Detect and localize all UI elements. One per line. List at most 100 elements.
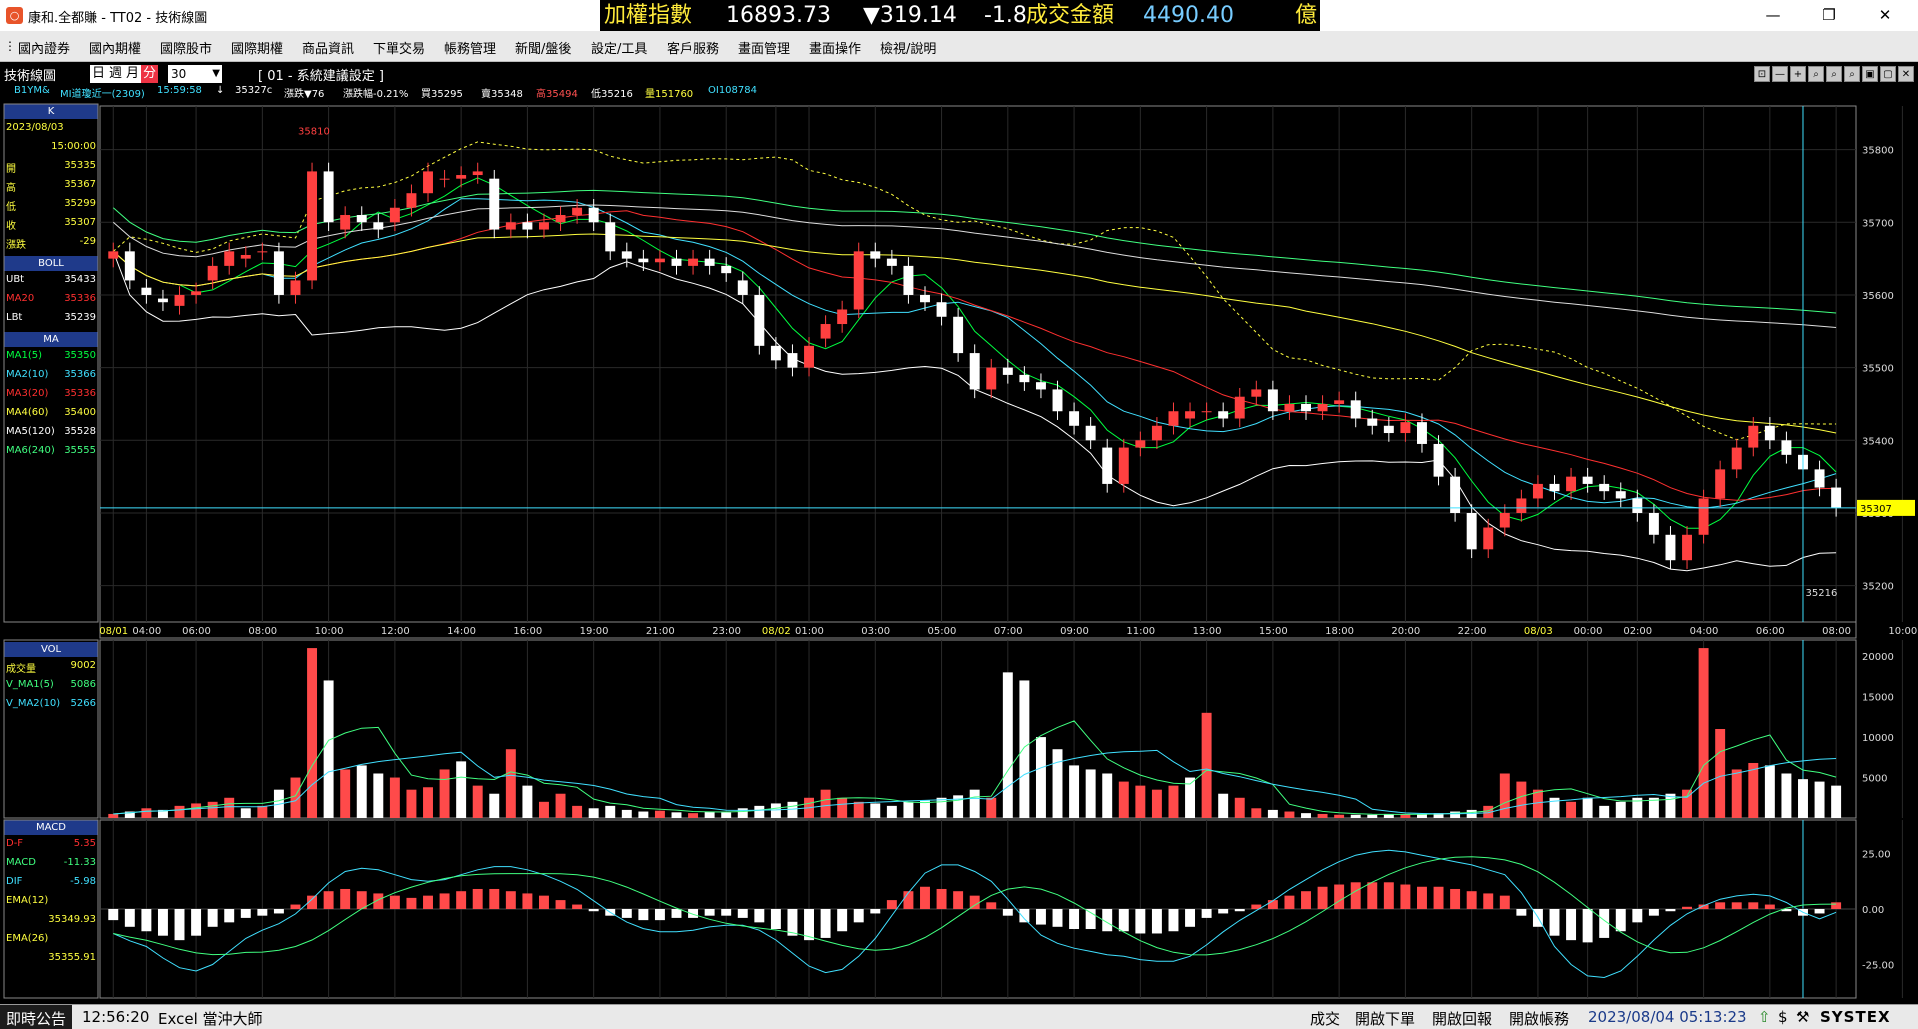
candle-body [1052, 389, 1063, 412]
time-tick-label: 04:00 [1690, 626, 1719, 637]
price-tick-label: 35400 [1862, 436, 1894, 447]
menu-view-help[interactable]: 檢視/說明 [880, 42, 937, 57]
quote-arrow: ↓ [216, 85, 225, 96]
volume-bar [1135, 785, 1146, 818]
vol-tick-label: 20000 [1862, 652, 1894, 663]
volume-bar [1284, 811, 1295, 818]
menu-domestic-futures[interactable]: 國內期權 [89, 42, 142, 57]
macd-bar [174, 909, 185, 941]
volume-bar [191, 803, 202, 818]
volume-bar [903, 801, 914, 818]
macd-row: EMA(12) [4, 893, 98, 910]
save-icon[interactable]: ▣ [1862, 66, 1878, 82]
vol-row: 成交量 9002 [4, 658, 98, 675]
close-button[interactable]: ✕ [1878, 6, 1892, 24]
minimize-button[interactable]: — [1765, 6, 1781, 24]
chart-tool-icons: ⊡ — + ⌕ ⌕ ⌕ ▣ ▢ ✕ [1754, 66, 1914, 82]
menu-domestic-securities[interactable]: 國內證券 [18, 42, 71, 57]
time-axis-frame [99, 621, 1857, 639]
candle-body [1433, 443, 1444, 477]
menu-settings[interactable]: 設定/工具 [591, 42, 648, 57]
menu-account-mgmt[interactable]: 帳務管理 [444, 42, 497, 57]
volume-bar [671, 812, 682, 818]
vol-panel-header: VOL [4, 642, 98, 657]
volume-bar [1715, 729, 1726, 818]
menu-product-info[interactable]: 商品資訊 [302, 42, 355, 57]
candle-body [1301, 403, 1311, 412]
candle-body [1185, 411, 1196, 419]
candle-body [1549, 483, 1560, 492]
turnover-label: 成交金額 [1026, 0, 1115, 31]
menu-intl-futures[interactable]: 國際期權 [231, 42, 284, 57]
macd-bar [307, 895, 318, 909]
window-icon[interactable]: ▢ [1880, 66, 1896, 82]
search-prev-icon[interactable]: ⌕ [1826, 66, 1842, 82]
ma120-line [112, 204, 1837, 328]
candle-body [804, 345, 814, 368]
menu-screen-mgmt[interactable]: 畫面管理 [738, 42, 791, 57]
macd-panel-header: MACD [4, 820, 98, 835]
menu-intl-stocks[interactable]: 國際股市 [160, 42, 213, 57]
period-minute[interactable]: 分 [141, 65, 159, 83]
open-account-button[interactable]: 開啟帳務 [1509, 1010, 1570, 1028]
time-tick-label: 23:00 [712, 626, 741, 637]
period-day[interactable]: 日 [92, 66, 106, 81]
news-text[interactable]: Excel 當沖大師 [158, 1010, 263, 1028]
quote-line: B1YM& MI道瓊近一(2309) 15:59:58 ↓ 35327c 漲跌▼… [0, 84, 1918, 100]
macd-bar [1052, 909, 1063, 927]
period-week[interactable]: 週 [109, 66, 123, 81]
time-tick-label: 02:00 [1623, 626, 1652, 637]
candle-body [969, 353, 980, 390]
open-order-button[interactable]: 開啟下單 [1355, 1010, 1416, 1028]
zoom-in-icon[interactable]: + [1790, 66, 1806, 82]
search-next-icon[interactable]: ⌕ [1844, 66, 1860, 82]
time-tick-label: 04:00 [132, 626, 161, 637]
trade-button[interactable]: 成交 [1310, 1010, 1341, 1028]
layout-icon[interactable]: ⊡ [1754, 66, 1770, 82]
quote-contract: MI道瓊近一(2309) [60, 89, 145, 100]
time-tick-label: 00:00 [1574, 626, 1603, 637]
macd-bar [787, 909, 798, 936]
vol-ma5-line [113, 720, 1837, 815]
time-tick-label: 20:00 [1391, 626, 1420, 637]
close-chart-icon[interactable]: ✕ [1898, 66, 1914, 82]
macd-bar [1301, 891, 1311, 909]
macd-bar [423, 895, 433, 909]
candle-body [688, 258, 699, 266]
time-tick-label: 06:00 [182, 626, 211, 637]
interval-select[interactable]: 30 ▼ [168, 65, 222, 83]
volume-bar [1433, 813, 1444, 818]
volume-bar [621, 809, 632, 818]
restore-button[interactable]: ❐ [1822, 6, 1836, 24]
period-month[interactable]: 月 [126, 66, 140, 81]
open-report-button[interactable]: 開啟回報 [1432, 1010, 1493, 1028]
left-panel-frame-macd [3, 819, 99, 999]
menu-customer-service[interactable]: 客戶服務 [667, 42, 720, 57]
menu-news[interactable]: 新聞/盤後 [515, 42, 572, 57]
macd-bar [555, 900, 566, 909]
macd-bar [671, 909, 682, 918]
title-bar: ○ 康和.全都賺 - TT02 - 技術線圖 加權指數 16893.73 ▼31… [0, 0, 1918, 31]
macd-value: 5.35 [73, 838, 96, 849]
volume-bar [224, 797, 235, 818]
menu-order-trade[interactable]: 下單交易 [373, 42, 426, 57]
candle-body [174, 294, 185, 306]
macd-bar [257, 909, 268, 916]
system-recommend-setting[interactable]: [ 01 - 系統建議設定 ] [258, 69, 384, 84]
menu-screen-ops[interactable]: 畫面操作 [809, 42, 862, 57]
zoom-out-icon[interactable]: — [1772, 66, 1788, 82]
volume-bar [1069, 765, 1080, 818]
time-tick-label: 01:00 [795, 626, 824, 637]
macd-bar [1566, 909, 1577, 941]
quote-change-pct: 漲跌幅-0.21% [343, 89, 409, 100]
window-title: 康和.全都賺 - TT02 - 技術線圖 [28, 11, 208, 26]
search-icon[interactable]: ⌕ [1808, 66, 1824, 82]
volume-bar [1831, 785, 1842, 818]
boll-label: LBt [6, 312, 23, 323]
volume-bar [787, 801, 798, 818]
macd-bar [290, 904, 301, 909]
macd-row: D-F 5.35 [4, 836, 98, 853]
news-label[interactable]: 即時公告 [0, 1005, 73, 1029]
volume-bar [721, 812, 732, 818]
technical-chart[interactable]: 3520035300354003550035600357003580008/01… [0, 100, 1918, 1004]
